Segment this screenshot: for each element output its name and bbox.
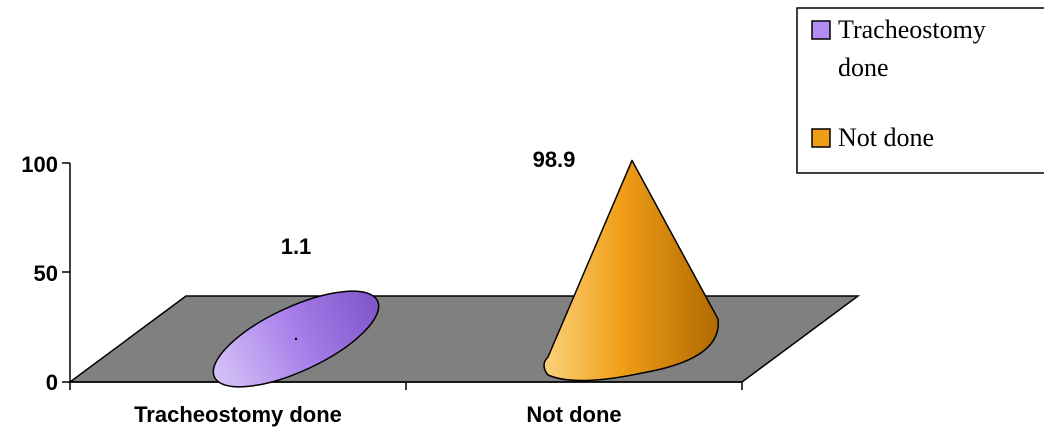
- legend-swatch-not-done: [811, 128, 831, 148]
- legend-box: [796, 7, 1044, 174]
- cone-mark-0: [212, 290, 380, 388]
- cone-marks: [212, 159, 719, 388]
- data-label-tracheostomy-done: 1.1: [281, 234, 312, 259]
- y-tick-label-0: 0: [46, 370, 58, 395]
- x-category-label-not-done: Not done: [526, 402, 621, 427]
- legend: Tracheostomy done Not done: [796, 7, 1044, 174]
- legend-swatch-tracheostomy-done: [811, 20, 831, 40]
- floor-plane: [67, 295, 861, 383]
- x-category-label-tracheostomy-done: Tracheostomy done: [134, 402, 342, 427]
- y-tick-label-100: 100: [21, 152, 58, 177]
- cone-apex-point-0: [294, 337, 298, 341]
- data-label-not-done: 98.9: [533, 147, 576, 172]
- cone-body-1: [543, 159, 719, 382]
- y-tick-label-50: 50: [34, 261, 58, 286]
- legend-label-tracheostomy-done-line1: Tracheostomy: [838, 15, 986, 44]
- legend-label-tracheostomy-done-line2: done: [838, 53, 889, 82]
- cone-mark-1: [543, 159, 719, 382]
- legend-label-not-done: Not done: [838, 123, 934, 152]
